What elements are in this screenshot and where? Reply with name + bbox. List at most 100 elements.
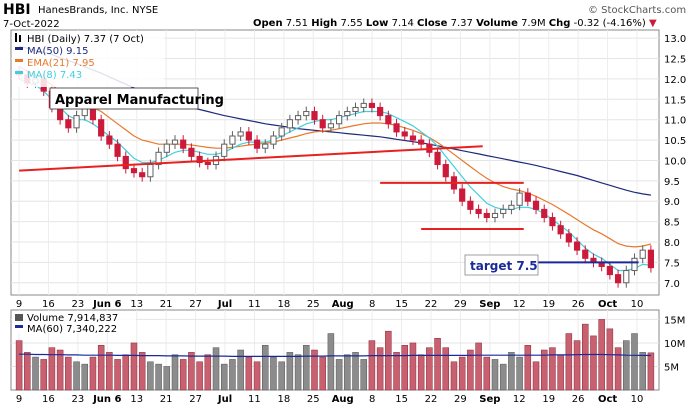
company-name: HanesBrands, Inc. — [38, 5, 129, 16]
candle-body — [475, 208, 482, 214]
volume-bar — [73, 361, 80, 391]
candle-body — [294, 115, 302, 121]
candle — [303, 106, 310, 121]
volume-bar — [188, 352, 195, 391]
volume-x-tick-label: 8 — [369, 394, 375, 405]
candle — [385, 110, 392, 129]
candle — [196, 151, 203, 168]
volume-bar — [483, 356, 491, 391]
volume-bar — [467, 349, 474, 391]
volume-bar — [262, 345, 269, 391]
candle — [475, 204, 482, 219]
volume-bar — [524, 345, 532, 391]
volume-bars — [15, 319, 655, 391]
candle — [434, 147, 441, 170]
candle — [491, 208, 499, 223]
x-tick-label: 8 — [369, 299, 375, 310]
price-tick-label: 10.0 — [664, 156, 686, 167]
candle-body — [565, 233, 572, 243]
apparel-label: Apparel Manufacturing — [55, 93, 224, 108]
volume-bar — [368, 340, 376, 391]
price-y-axis: 13.0 12.5 12.0 11.5 11.0 10.5 10.0 9.5 9.0 8.5 8.0… — [664, 34, 686, 290]
x-tick-label: 9 — [16, 299, 22, 310]
x-tick-label: Aug — [332, 299, 354, 310]
volume-bar — [171, 354, 179, 391]
candle — [139, 167, 146, 182]
x-tick-label: Oct — [598, 299, 617, 310]
candle — [270, 131, 277, 150]
legend-entry: MA(50) 9.15 — [27, 46, 88, 57]
candle — [130, 163, 138, 178]
price-tick-label: 12.5 — [664, 55, 686, 66]
candle — [204, 157, 211, 170]
volume-x-tick-label: 15 — [395, 394, 408, 405]
x-tick-label: 23 — [71, 299, 84, 310]
volume-x-tick-label: Jul — [217, 394, 232, 405]
close-value: 7.37 — [451, 18, 473, 29]
volume-bar — [147, 361, 154, 391]
volume-legend-swatch — [15, 314, 23, 321]
volume-bar — [319, 356, 326, 391]
volume-bar — [15, 340, 23, 391]
volume-x-tick-label: 10 — [631, 394, 644, 405]
price-tick-label: 12.0 — [664, 75, 686, 86]
volume-bar — [245, 356, 253, 391]
candle — [114, 139, 121, 162]
volume-bar — [573, 340, 581, 391]
candle-body — [467, 200, 474, 210]
candle — [352, 102, 359, 117]
candle — [336, 110, 343, 129]
volume-x-tick-label: 27 — [189, 394, 202, 405]
candle — [245, 127, 252, 145]
candle-body — [237, 131, 244, 137]
volume-x-tick-label: 26 — [572, 394, 585, 405]
candle — [221, 139, 228, 162]
volume-bar — [557, 354, 564, 391]
candle-body — [573, 241, 581, 251]
candle-body — [319, 119, 326, 129]
candle-body — [360, 102, 367, 108]
candle-body — [385, 115, 392, 125]
candle-body — [401, 131, 408, 137]
candle — [532, 196, 540, 215]
volume-x-tick-label: 23 — [71, 394, 84, 405]
open-value: 7.51 — [286, 18, 308, 29]
candle — [311, 106, 318, 125]
volume-bar — [106, 352, 113, 391]
x-tick-label: 26 — [572, 299, 585, 310]
volume-value: 7.9M — [521, 18, 546, 29]
candle-body — [65, 119, 72, 129]
volume-bar — [426, 347, 433, 391]
chg-down-arrow-icon: ▼ — [649, 18, 657, 29]
chart-date: 7-Oct-2022 — [3, 19, 60, 30]
volume-bar — [270, 356, 277, 391]
volume-bar — [590, 335, 597, 391]
candle-body — [606, 265, 613, 276]
target-label: target 7.5 — [470, 259, 538, 273]
volume-x-tick-label: Aug — [332, 394, 354, 405]
candle-body — [557, 225, 564, 235]
candle-body — [483, 212, 490, 219]
volume-bar — [499, 363, 507, 391]
candle-body — [631, 257, 638, 272]
candle — [418, 135, 425, 150]
volume-x-tick-label: 16 — [42, 394, 55, 405]
volume-bar — [294, 354, 302, 391]
candle — [459, 184, 466, 207]
volume-bar — [56, 349, 64, 391]
legend-swatch — [15, 47, 23, 50]
chg-value: -0.32 (-4.16%) — [574, 18, 646, 29]
volume-x-tick-label: 22 — [425, 394, 438, 405]
volume-y-axis: 15M 10M 5M — [664, 315, 685, 373]
candle — [253, 135, 261, 154]
volume-ma60-line — [19, 353, 651, 357]
volume-bar — [516, 356, 523, 391]
volume-x-tick-label: 13 — [130, 394, 143, 405]
ohlc-readout: Open 7.51 High 7.55 Low 7.14 Close 7.37 … — [253, 18, 657, 29]
volume-bar — [565, 333, 573, 391]
candle-body — [508, 204, 515, 210]
candle-body — [491, 212, 499, 219]
candle — [606, 261, 613, 280]
price-tick-label: 10.5 — [664, 136, 686, 147]
